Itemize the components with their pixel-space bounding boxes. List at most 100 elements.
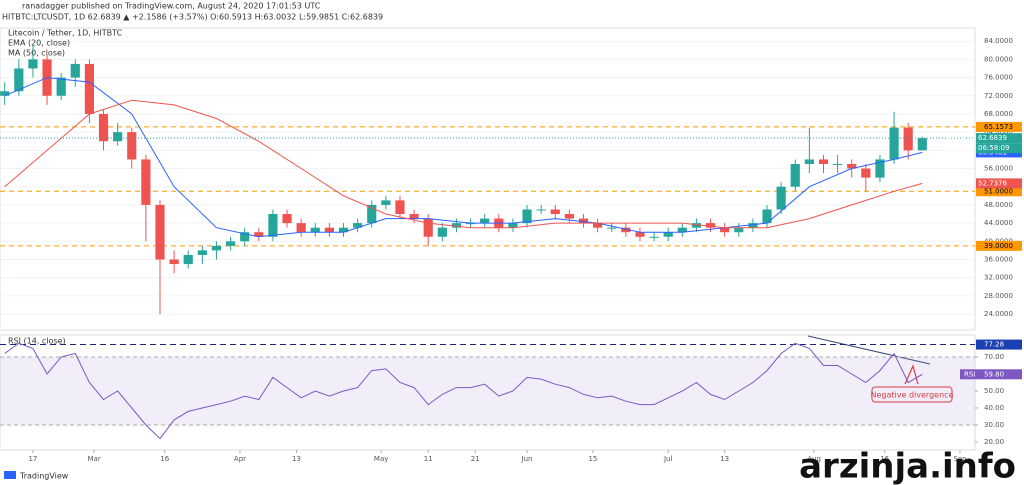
candle-body	[197, 250, 207, 255]
candle-body	[381, 200, 391, 205]
x-tick-label: Mar	[88, 455, 101, 463]
price-pane	[0, 27, 976, 331]
candle-body	[649, 236, 659, 238]
candle-body	[748, 223, 758, 228]
candle-body	[480, 218, 490, 224]
symbol-line: HITBTC:LTCUSDT, 1D 62.6839 ▲ +2.1586 (+3…	[2, 13, 383, 22]
candle-body	[296, 223, 306, 233]
candle-body	[211, 245, 222, 251]
candle-body	[847, 163, 857, 169]
y-tick-label: 68.0000	[984, 110, 1013, 118]
level-tag	[976, 186, 1022, 197]
candle-body	[804, 159, 814, 164]
candle-body	[367, 204, 377, 224]
candle-body	[889, 127, 899, 160]
candle-body	[903, 127, 913, 151]
x-tick-label: Apr	[234, 455, 246, 463]
candle-body	[607, 227, 617, 229]
candle-body	[720, 227, 730, 233]
candle-body	[790, 163, 800, 187]
rsi-pane	[0, 334, 976, 451]
candle-body	[169, 259, 179, 265]
candle-body	[183, 254, 193, 265]
candle-body	[155, 204, 165, 260]
candle-body	[353, 223, 363, 228]
footer: TradingView	[19, 472, 69, 481]
price-tag-value: 52.7376	[978, 179, 1007, 187]
x-tick-label: May	[374, 455, 388, 463]
y-tick-label: 20.00	[984, 438, 1004, 446]
candle-body	[310, 227, 320, 233]
candle-body	[536, 209, 546, 211]
candle-body	[465, 223, 476, 225]
countdown: 06:58:09	[978, 144, 1009, 152]
candle-body	[635, 232, 645, 237]
candle-body	[663, 232, 673, 237]
indicator-line	[4, 99, 923, 229]
x-tick-label: Jul	[663, 455, 673, 463]
x-tick-label: Aug	[807, 455, 821, 463]
x-tick-label: Jun	[521, 455, 533, 463]
price-tag	[976, 178, 1022, 189]
rsi-line	[4, 342, 923, 440]
candle-body	[254, 232, 264, 237]
price-tag-name: LTCUSDT	[943, 134, 975, 142]
x-tick-label: Sep	[953, 455, 967, 463]
price-tag	[976, 133, 1022, 144]
price-tag-name: EMA:MA	[946, 148, 975, 156]
candle-body	[522, 209, 532, 224]
candle-body	[550, 209, 560, 215]
y-tick-label: 30.00	[984, 421, 1004, 429]
y-tick-label: 64.0000	[984, 128, 1013, 136]
level-tag	[976, 121, 1022, 132]
candle-body	[282, 214, 292, 224]
candle-body	[762, 209, 772, 224]
level-label: 39.0000	[984, 242, 1013, 250]
publisher: ranadagger published on TradingView.com,…	[22, 2, 321, 11]
legend-entry: MA (50, close)	[8, 49, 65, 58]
trend-line	[807, 335, 931, 365]
y-tick-label: 32.0000	[984, 274, 1013, 282]
candle-body	[240, 232, 250, 242]
logo	[4, 471, 16, 479]
rsi-band	[0, 356, 975, 425]
candle-body	[409, 214, 419, 219]
last-value-label: 59.80	[984, 370, 1004, 378]
candle-body	[338, 227, 349, 233]
level-label: 77.28	[984, 341, 1004, 349]
candle-body	[705, 223, 716, 228]
price-tag	[960, 369, 1022, 380]
x-tick-label: 13	[292, 455, 301, 463]
price-tag-value: 62.6839	[978, 134, 1007, 142]
y-tick-label: 76.0000	[984, 74, 1013, 82]
candle-body	[395, 200, 405, 215]
y-tick-label: 24.0000	[984, 310, 1013, 318]
candle-body	[98, 113, 109, 142]
candle-body	[0, 91, 10, 96]
candle-body	[70, 63, 80, 78]
indicator-line	[4, 77, 923, 238]
x-tick-label: 11	[424, 455, 433, 463]
candle-body	[593, 223, 603, 228]
y-tick-label: 84.0000	[984, 37, 1013, 45]
y-tick-label: 28.0000	[984, 292, 1013, 300]
rsi-title: RSI (14, close)	[8, 337, 66, 346]
x-tick-label: 16	[160, 455, 169, 463]
candle-body	[734, 227, 744, 233]
y-tick-label: 44.0000	[984, 219, 1013, 227]
x-tick-label: 16	[880, 455, 889, 463]
y-tick-label: 70.00	[984, 353, 1004, 361]
candle-body	[861, 168, 871, 178]
countdown-tag	[976, 143, 1022, 154]
candle-body	[423, 218, 433, 237]
y-tick-label: 36.0000	[984, 256, 1013, 264]
y-tick-label: 40.00	[984, 404, 1004, 412]
candle-body	[14, 68, 24, 92]
candle-body	[56, 77, 66, 96]
candle-body	[818, 159, 829, 164]
candle-body	[113, 132, 123, 142]
candle-body	[578, 218, 589, 224]
candle-body	[324, 227, 334, 233]
level-tag	[976, 339, 1022, 350]
